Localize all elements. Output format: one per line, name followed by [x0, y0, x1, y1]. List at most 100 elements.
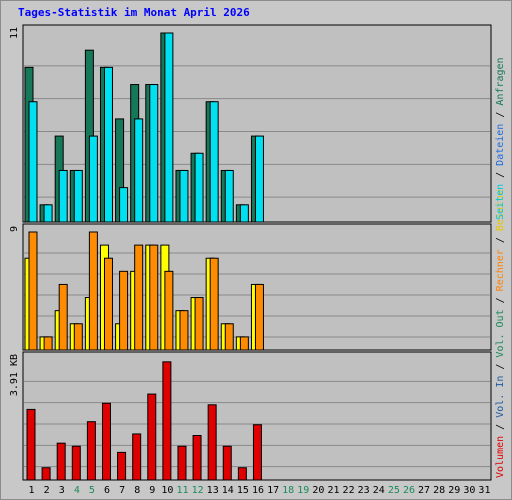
legend-entry: Anfragen [495, 57, 506, 105]
bar-rechner [209, 257, 219, 351]
bar-rechner [164, 270, 174, 351]
day-label: 27 [418, 485, 430, 496]
legend-entry: / [495, 291, 506, 309]
bar-volumen [86, 421, 96, 481]
bar-rechner [103, 257, 113, 351]
bar-seiten [209, 101, 219, 223]
day-label: 31 [478, 485, 490, 496]
day-label: 5 [89, 485, 95, 496]
bar-rechner [88, 231, 98, 351]
legend-entry: Vol. In [495, 376, 506, 418]
bar-rechner [179, 310, 189, 351]
bar-rechner [119, 270, 129, 351]
legend-entry: Vol. Out [495, 309, 506, 357]
day-label: 30 [463, 485, 475, 496]
bar-rechner [58, 283, 68, 351]
bar-seiten [179, 169, 189, 223]
day-label: 3 [59, 485, 65, 496]
legend-top: Seiten / Dateien / Anfragen [495, 57, 506, 220]
day-label: 15 [237, 485, 249, 496]
bar-volumen [177, 445, 187, 481]
day-label: 4 [74, 485, 80, 496]
day-label: 16 [252, 485, 264, 496]
day-label: 20 [312, 485, 324, 496]
bar-seiten [194, 152, 204, 223]
bar-volumen [101, 402, 111, 481]
bar-volumen [71, 445, 81, 481]
bar-rechner [134, 244, 144, 351]
bar-rechner [239, 336, 249, 351]
bar-volumen [56, 442, 66, 481]
day-label: 28 [433, 485, 445, 496]
day-label: 12 [192, 485, 204, 496]
bar-volumen [252, 424, 262, 481]
day-label: 26 [403, 485, 415, 496]
bar-seiten [119, 187, 129, 223]
bar-volumen [117, 451, 127, 481]
bar-volumen [192, 434, 202, 481]
day-label: 6 [104, 485, 110, 496]
bar-seiten [58, 169, 68, 223]
legend-entry: Volumen [495, 436, 506, 478]
day-label: 18 [282, 485, 294, 496]
chart-title: Tages-Statistik im Monat April 2026 [18, 6, 250, 19]
day-label: 9 [149, 485, 155, 496]
day-label: 23 [358, 485, 370, 496]
bar-rechner [43, 336, 53, 351]
legend-entry: / [495, 231, 506, 249]
day-label: 13 [207, 485, 219, 496]
y-max-label: 9 [9, 226, 20, 232]
legend-bottom: Volumen / Vol. In / Vol. Out / Rechner /… [495, 189, 506, 478]
bar-seiten [28, 101, 38, 223]
day-label: 25 [388, 485, 400, 496]
day-label: 19 [297, 485, 309, 496]
bar-seiten [134, 118, 144, 223]
bar-volumen [41, 467, 51, 481]
day-label: 14 [222, 485, 234, 496]
day-label: 17 [267, 485, 279, 496]
day-label: 22 [343, 485, 355, 496]
bar-volumen [237, 467, 247, 481]
bar-volumen [207, 404, 217, 481]
bar-rechner [194, 297, 204, 351]
bar-rechner [224, 323, 234, 351]
bar-seiten [164, 32, 174, 223]
bar-seiten [43, 204, 53, 223]
bar-volumen [26, 408, 36, 481]
bar-volumen [162, 361, 172, 481]
legend-entry: Rechner [495, 249, 506, 291]
bar-seiten [103, 66, 113, 223]
bar-rechner [73, 323, 83, 351]
legend-entry: Seiten [495, 184, 506, 220]
legend-entry: / [495, 166, 506, 184]
day-label: 11 [176, 485, 188, 496]
bar-rechner [149, 244, 159, 351]
bar-seiten [239, 204, 249, 223]
day-label: 10 [161, 485, 173, 496]
day-label: 21 [327, 485, 339, 496]
y-max-label: 11 [9, 27, 20, 39]
day-label: 2 [44, 485, 50, 496]
bar-seiten [254, 135, 264, 223]
legend-entry: / [495, 106, 506, 124]
day-label: 8 [134, 485, 140, 496]
bar-volumen [222, 445, 232, 481]
legend-entry: Dateien [495, 124, 506, 166]
legend-entry: Besuche [495, 189, 506, 231]
day-label: 29 [448, 485, 460, 496]
bar-volumen [132, 433, 142, 481]
y-max-label: 3.91 KB [9, 354, 20, 396]
day-label: 1 [29, 485, 35, 496]
day-label: 7 [119, 485, 125, 496]
bar-rechner [254, 283, 264, 351]
bar-seiten [224, 169, 234, 223]
day-label: 24 [373, 485, 385, 496]
bar-seiten [88, 135, 98, 223]
legend-entry: / [495, 358, 506, 376]
bar-seiten [149, 84, 159, 223]
bar-volumen [147, 393, 157, 481]
bar-seiten [73, 169, 83, 223]
bar-rechner [28, 231, 38, 351]
legend-entry: / [495, 418, 506, 436]
